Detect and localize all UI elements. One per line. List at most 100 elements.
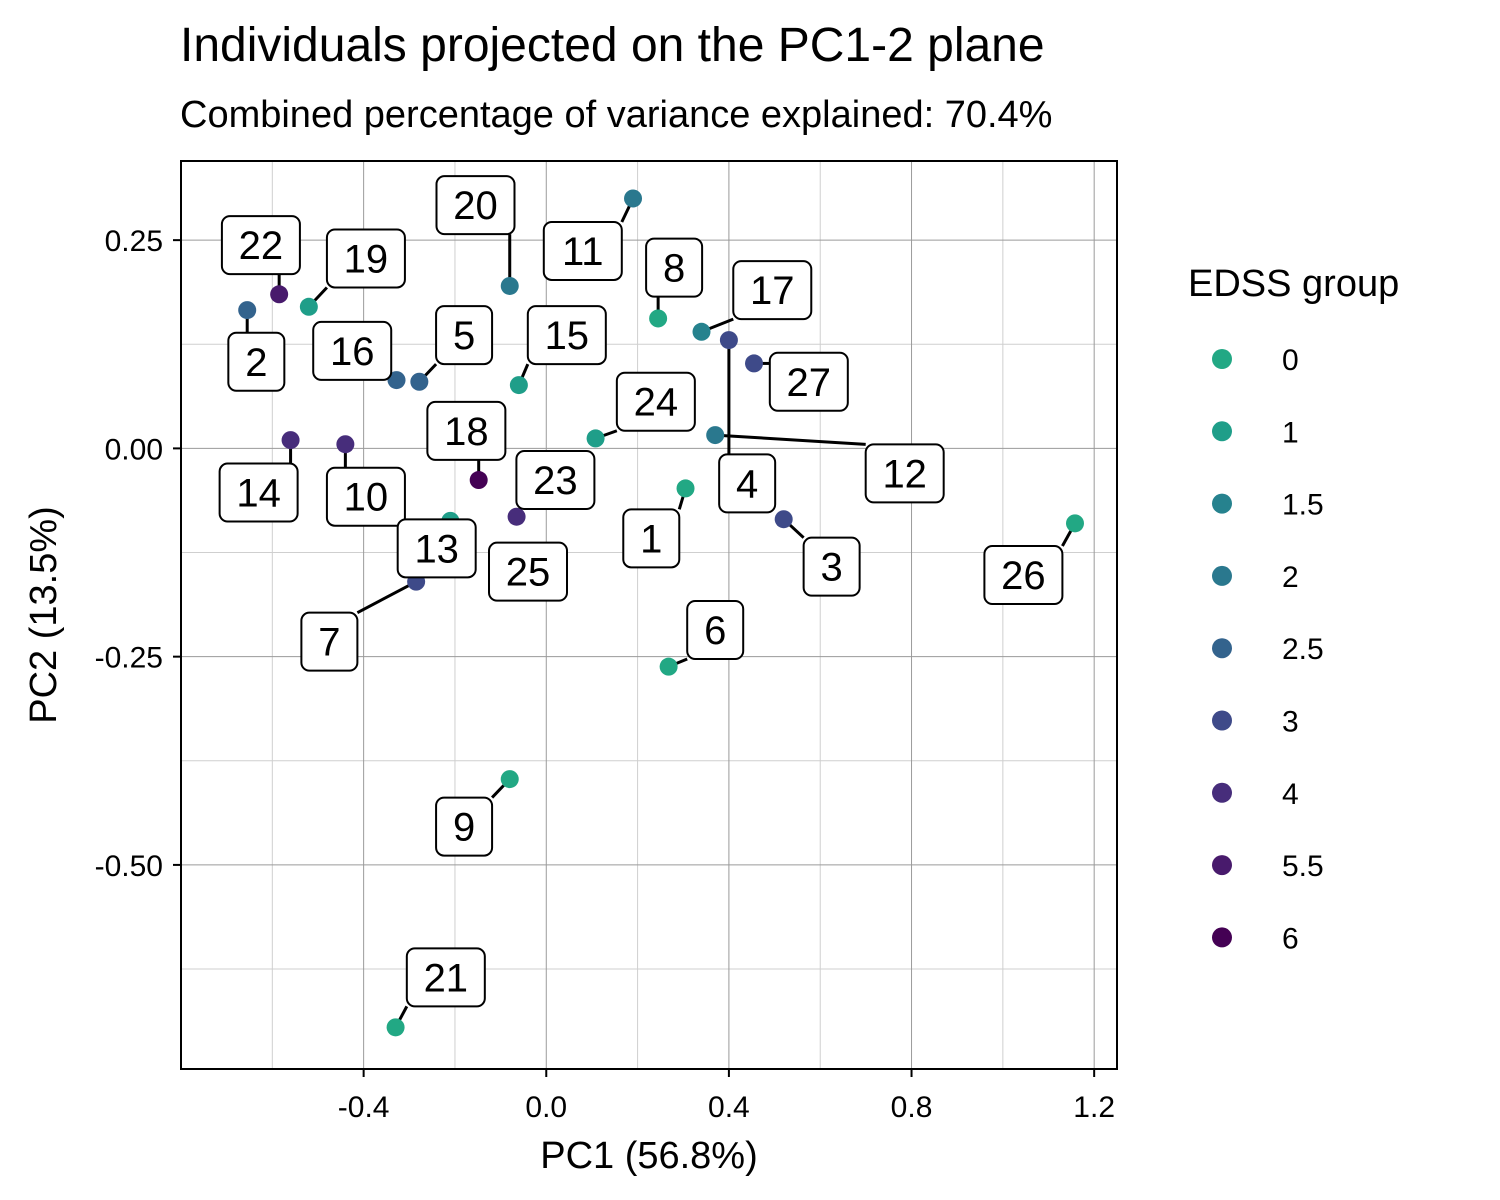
point-label: 19 xyxy=(344,237,389,281)
legend-swatch xyxy=(1212,710,1232,731)
scatter-point xyxy=(659,657,678,676)
point-label-box xyxy=(405,947,486,1008)
point-label-box xyxy=(768,351,849,412)
y-axis-title: PC2 (13.5%) xyxy=(23,506,65,724)
legend-swatch xyxy=(1212,349,1232,369)
legend: EDSS group 0 1 1.5 2 2.5 3 4 5.5 6 xyxy=(1188,263,1399,955)
point-label: 6 xyxy=(704,609,726,653)
point-label-box xyxy=(435,305,494,366)
legend-label: 6 xyxy=(1282,922,1299,955)
plot-panel-border xyxy=(180,160,1118,1070)
point-label-box xyxy=(718,453,777,514)
x-tick-label: 0.8 xyxy=(891,1091,933,1124)
scatter-point xyxy=(624,189,643,208)
point-label: 18 xyxy=(444,410,489,454)
scatter-point xyxy=(706,426,725,445)
scatter-point xyxy=(774,510,793,529)
scatter-point xyxy=(649,309,668,328)
point-label: 15 xyxy=(545,314,590,358)
y-tick-label: 0.00 xyxy=(105,433,163,466)
point-label: 2 xyxy=(245,341,267,385)
point-label-box xyxy=(864,443,945,504)
x-tick-label: -0.4 xyxy=(338,1091,390,1124)
scatter-point xyxy=(509,376,528,395)
point-label: 4 xyxy=(736,462,758,506)
point-label-box xyxy=(218,462,299,523)
legend-label: 5.5 xyxy=(1282,850,1324,883)
chart-title: Individuals projected on the PC1-2 plane xyxy=(180,19,1045,72)
point-label: 21 xyxy=(424,956,469,1000)
legend-label: 2.5 xyxy=(1282,633,1324,666)
legend-label: 0 xyxy=(1282,344,1299,377)
label-connector xyxy=(356,580,417,614)
point-label: 8 xyxy=(663,247,685,291)
scatter-point xyxy=(676,479,695,498)
scatter-point xyxy=(586,429,605,448)
chart-subtitle: Combined percentage of variance explaine… xyxy=(180,94,1053,136)
point-label-box xyxy=(526,305,607,366)
y-tick-label: -0.50 xyxy=(95,850,163,883)
point-label: 26 xyxy=(1001,554,1046,598)
scatter-point xyxy=(1065,514,1084,533)
legend-swatch xyxy=(1212,855,1232,876)
point-label-box xyxy=(325,466,406,527)
x-tick-label: 0.4 xyxy=(708,1091,750,1124)
point-label-box xyxy=(488,541,569,602)
point-label-box xyxy=(802,536,861,597)
point-label: 25 xyxy=(506,551,551,595)
point-label-box xyxy=(396,518,477,579)
legend-swatch xyxy=(1212,927,1232,948)
y-tick-label: 0.25 xyxy=(105,225,163,258)
legend-swatch xyxy=(1212,421,1232,442)
scatter-point xyxy=(299,297,318,316)
legend-title: EDSS group xyxy=(1188,263,1399,305)
point-label-box xyxy=(622,508,681,569)
legend-swatch xyxy=(1212,565,1232,586)
point-label: 3 xyxy=(821,546,843,590)
x-tick-label: 1.2 xyxy=(1073,1091,1115,1124)
scatter-point xyxy=(500,770,519,789)
legend-label: 1.5 xyxy=(1282,489,1324,522)
point-label: 14 xyxy=(236,472,281,516)
point-label: 9 xyxy=(453,806,475,850)
data-points xyxy=(238,189,1084,1037)
point-label-box xyxy=(686,599,745,660)
legend-label: 1 xyxy=(1282,416,1299,449)
point-label-box xyxy=(220,215,301,276)
scatter-point xyxy=(281,431,300,450)
scatter-point xyxy=(745,354,764,373)
point-label-box xyxy=(426,400,507,461)
scatter-point xyxy=(410,372,429,391)
scatter-point xyxy=(336,435,355,454)
point-label: 13 xyxy=(414,527,459,571)
scatter-point xyxy=(270,285,289,304)
legend-swatch xyxy=(1212,493,1232,514)
point-label: 12 xyxy=(882,452,927,496)
label-connectors xyxy=(245,197,1077,1029)
label-connector xyxy=(715,433,866,446)
point-label-box xyxy=(435,175,516,236)
point-label-box xyxy=(515,450,596,511)
point-label: 1 xyxy=(640,517,662,561)
point-label: 7 xyxy=(318,621,340,665)
point-label: 24 xyxy=(634,381,679,425)
point-label: 22 xyxy=(239,224,284,268)
scatter-point xyxy=(500,276,519,295)
point-label-box xyxy=(615,371,696,432)
scatter-point xyxy=(507,507,526,526)
point-label-box xyxy=(300,611,359,672)
point-label: 5 xyxy=(453,314,475,358)
point-label: 16 xyxy=(330,330,375,374)
point-label: 17 xyxy=(750,269,795,313)
point-label-box xyxy=(983,545,1064,606)
scatter-point xyxy=(386,1018,405,1037)
legend-label: 2 xyxy=(1282,561,1299,594)
point-labels: 1234567891011121314151617181920212223242… xyxy=(218,175,1064,1008)
legend-swatch xyxy=(1212,638,1232,659)
legend-swatch xyxy=(1212,782,1232,803)
point-label: 23 xyxy=(533,459,578,503)
x-tick-label: 0.0 xyxy=(525,1091,567,1124)
point-label-box xyxy=(732,260,813,321)
x-axis-title: PC1 (56.8%) xyxy=(540,1135,758,1177)
